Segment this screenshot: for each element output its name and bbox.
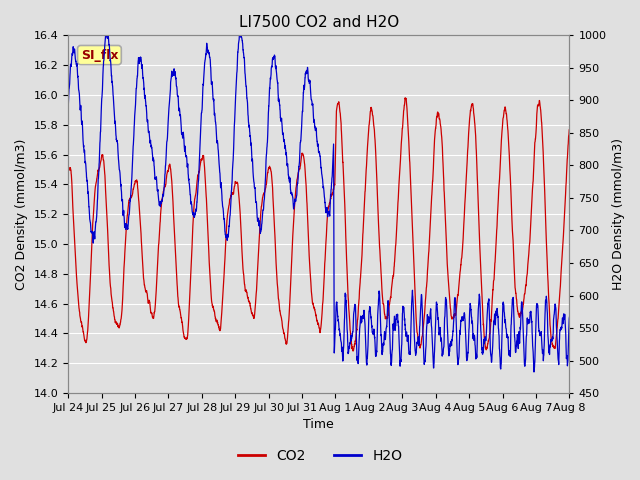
H2O (122, 223, 129, 228)
CO2 (349, 348, 357, 354)
CO2 (122, 241, 129, 247)
CO2 (502, 108, 509, 114)
CO2 (401, 95, 409, 101)
Y-axis label: H2O Density (mmol/m3): H2O Density (mmol/m3) (612, 138, 625, 290)
Title: LI7500 CO2 and H2O: LI7500 CO2 and H2O (239, 15, 399, 30)
H2O (530, 369, 538, 375)
H2O (502, 324, 509, 329)
H2O (151, 176, 159, 182)
Legend: CO2, H2O: CO2, H2O (232, 443, 408, 468)
H2O (556, 328, 564, 334)
Y-axis label: CO2 Density (mmol/m3): CO2 Density (mmol/m3) (15, 139, 28, 290)
H2O (64, 104, 72, 109)
H2O (257, 229, 264, 235)
CO2 (257, 216, 264, 221)
CO2 (64, 167, 72, 173)
H2O (566, 314, 573, 320)
CO2 (151, 305, 159, 311)
H2O (236, 29, 244, 35)
CO2 (278, 320, 286, 326)
H2O (278, 126, 286, 132)
Line: H2O: H2O (68, 32, 570, 372)
Line: CO2: CO2 (68, 98, 570, 351)
CO2 (556, 288, 564, 294)
X-axis label: Time: Time (303, 419, 334, 432)
Text: SI_flx: SI_flx (81, 48, 118, 61)
CO2 (566, 127, 573, 132)
